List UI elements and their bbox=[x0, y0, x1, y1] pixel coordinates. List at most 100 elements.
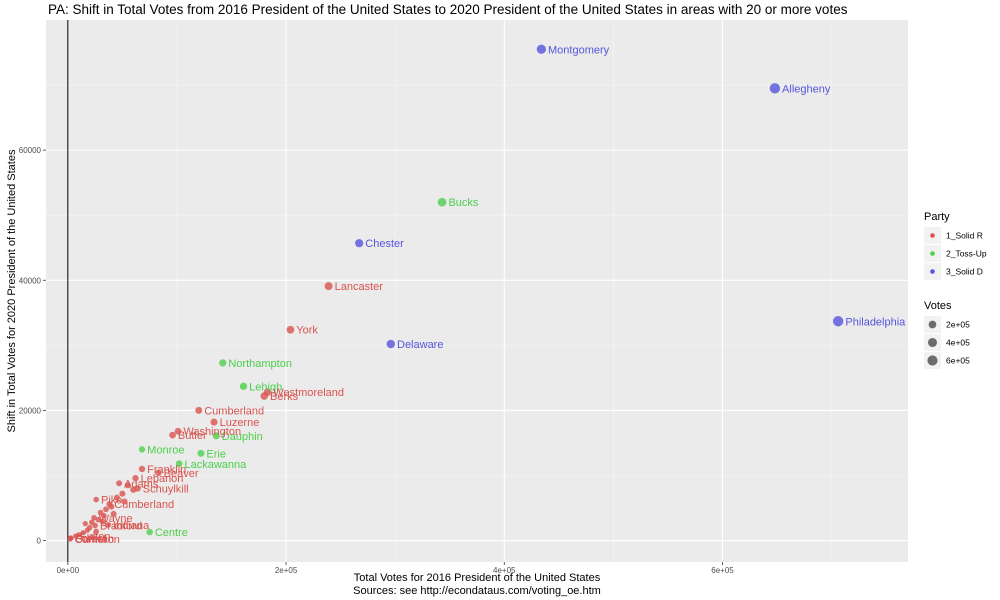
data-point bbox=[536, 44, 547, 54]
legend-size-swatch bbox=[927, 355, 938, 366]
data-point bbox=[286, 325, 295, 334]
data-label: Berks bbox=[270, 391, 299, 403]
data-point bbox=[119, 490, 126, 497]
plot-panel bbox=[46, 20, 908, 562]
data-point bbox=[124, 482, 131, 489]
data-label: Montgomery bbox=[548, 44, 610, 56]
y-axis-title: Shift in Total Votes for 2020 President … bbox=[6, 149, 18, 432]
x-tick-label: 0e+00 bbox=[57, 566, 80, 575]
data-label: Cameron bbox=[75, 534, 120, 546]
legend-votes: Votes 2e+05 4e+05 6e+05 bbox=[924, 300, 970, 369]
data-point bbox=[67, 536, 73, 542]
data-label: Schuylkill bbox=[143, 483, 189, 495]
data-label: Cumberland bbox=[114, 499, 174, 511]
data-label: Butler bbox=[178, 430, 207, 442]
data-label: Adams bbox=[124, 478, 159, 490]
data-point bbox=[138, 446, 146, 453]
x-axis-ticks: 0e+00 2e+05 4e+05 6e+05 bbox=[57, 562, 734, 575]
data-point bbox=[197, 449, 205, 457]
data-label: Indiana bbox=[113, 520, 150, 532]
data-point bbox=[212, 432, 220, 440]
data-label: Cumberland bbox=[204, 405, 264, 417]
x-tick-label: 2e+05 bbox=[275, 566, 298, 575]
data-label: Forest bbox=[75, 533, 106, 545]
chart-caption: Sources: see http://econdataus.com/votin… bbox=[353, 585, 601, 597]
legend-size-swatch bbox=[928, 320, 937, 329]
data-label: Wayne bbox=[99, 513, 133, 525]
data-point bbox=[99, 518, 106, 525]
data-point bbox=[832, 316, 844, 327]
legend-party-swatch bbox=[930, 233, 935, 238]
y-tick-label: 0 bbox=[37, 537, 42, 546]
data-label: York bbox=[296, 325, 318, 337]
y-axis-ticks: 0 20000 40000 60000 bbox=[19, 146, 46, 546]
legend-votes-label: 2e+05 bbox=[946, 320, 970, 330]
data-label: Washington bbox=[183, 426, 241, 438]
data-point bbox=[93, 496, 99, 503]
x-tick-label: 6e+05 bbox=[711, 566, 734, 575]
data-point bbox=[93, 528, 99, 535]
legend-party-label: 3_Solid D bbox=[946, 267, 983, 277]
data-point bbox=[769, 83, 781, 94]
legend-party-label: 2_Toss-Up bbox=[946, 249, 987, 259]
data-point bbox=[105, 521, 112, 528]
data-label: Fulton bbox=[80, 531, 111, 543]
data-point bbox=[80, 530, 86, 536]
legend-party-label: 1_Solid R bbox=[946, 231, 983, 241]
legend-votes-title: Votes bbox=[924, 300, 952, 312]
data-labels: Montgomery Allegheny Philadelphia Chester De… bbox=[75, 44, 907, 546]
data-label: Dauphin bbox=[222, 431, 263, 443]
data-label: Monroe bbox=[147, 444, 184, 456]
y-tick-label: 20000 bbox=[19, 406, 42, 415]
data-label: Allegheny bbox=[782, 83, 831, 95]
data-label: Lehigh bbox=[249, 381, 282, 393]
data-point bbox=[116, 480, 123, 487]
data-point bbox=[76, 532, 82, 538]
y-tick-label: 60000 bbox=[19, 146, 42, 155]
data-label: Centre bbox=[155, 527, 188, 539]
data-point bbox=[82, 520, 88, 527]
data-label: Chester bbox=[365, 238, 404, 250]
legend-party-swatch bbox=[930, 251, 935, 256]
data-point bbox=[95, 516, 102, 523]
data-label: Beaver bbox=[164, 468, 199, 480]
y-tick-label: 40000 bbox=[19, 276, 42, 285]
data-point bbox=[132, 474, 139, 482]
legend-party: Party 1_Solid R 2_Toss-Up 3_Solid D bbox=[924, 211, 987, 280]
data-label: Northampton bbox=[228, 358, 292, 370]
data-point bbox=[89, 519, 95, 526]
data-point bbox=[174, 427, 182, 435]
data-label: Philadelphia bbox=[845, 316, 906, 328]
data-point bbox=[386, 339, 396, 349]
legend-votes-label: 4e+05 bbox=[946, 338, 970, 348]
legend-party-swatch bbox=[930, 269, 935, 274]
legend-size-swatch bbox=[927, 337, 938, 348]
data-label: Sullivan bbox=[76, 533, 115, 545]
data-label: Westmoreland bbox=[273, 387, 344, 399]
data-point bbox=[324, 282, 333, 291]
data-point bbox=[437, 197, 447, 207]
data-label: Pike bbox=[101, 495, 122, 507]
data-label: Bucks bbox=[448, 197, 478, 209]
data-label: Delaware bbox=[397, 339, 443, 351]
data-label: Bradford bbox=[100, 521, 142, 533]
data-point bbox=[110, 510, 117, 517]
data-label: Erie bbox=[206, 448, 226, 460]
data-point bbox=[239, 382, 248, 391]
data-point bbox=[175, 460, 183, 468]
chart-title: PA: Shift in Total Votes from 2016 Presi… bbox=[48, 2, 848, 17]
data-label: Lebanon bbox=[141, 473, 184, 485]
data-point bbox=[100, 512, 107, 519]
data-point bbox=[84, 527, 91, 533]
data-point bbox=[121, 498, 128, 505]
data-point bbox=[195, 406, 203, 414]
data-point bbox=[130, 486, 137, 493]
x-axis-title: Total Votes for 2016 President of the Un… bbox=[354, 572, 601, 584]
data-label: Lancaster bbox=[335, 281, 384, 293]
data-label: Franklin bbox=[147, 464, 186, 476]
data-point bbox=[91, 514, 97, 521]
data-point bbox=[113, 494, 120, 501]
x-tick-label: 4e+05 bbox=[493, 566, 516, 575]
data-point bbox=[138, 465, 146, 473]
